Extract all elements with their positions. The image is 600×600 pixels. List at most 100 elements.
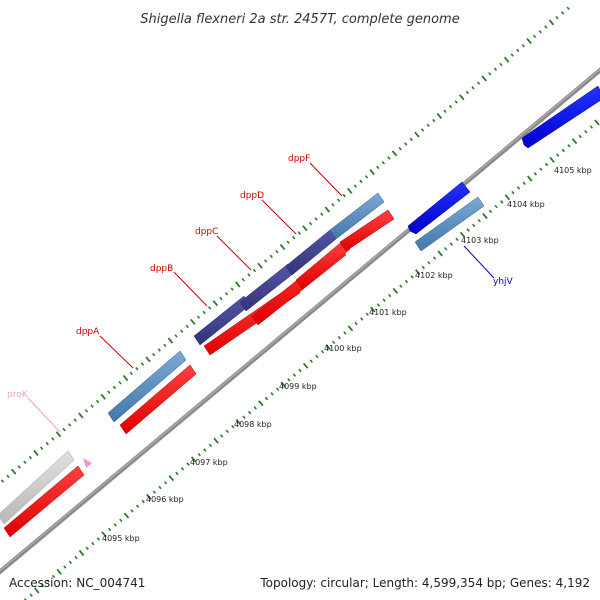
tick-mark xyxy=(320,350,325,354)
tick-mark xyxy=(231,424,235,429)
tick-mark xyxy=(40,583,45,588)
tick-mark xyxy=(17,465,21,469)
tick-mark xyxy=(175,471,179,476)
tick-mark xyxy=(391,150,398,157)
tick-mark xyxy=(257,262,263,269)
tick-mark xyxy=(135,366,139,371)
tick-mark xyxy=(302,362,309,369)
tick-mark xyxy=(499,62,503,67)
tick-mark xyxy=(521,44,526,48)
tick-mark xyxy=(55,431,62,438)
tick-mark xyxy=(488,72,492,76)
tick-mark xyxy=(324,206,331,213)
tick-mark xyxy=(212,300,219,307)
tick-mark xyxy=(298,368,302,373)
tick-mark xyxy=(163,343,167,348)
outer-tick-track xyxy=(0,6,570,483)
cds-arrow[interactable] xyxy=(3,465,85,538)
tick-mark xyxy=(472,223,476,228)
tick-mark xyxy=(197,452,201,457)
cds-arrow-blue[interactable] xyxy=(407,181,471,235)
tick-mark xyxy=(270,392,274,396)
tick-mark xyxy=(560,11,565,15)
dppC-leader xyxy=(216,235,252,271)
tick-mark xyxy=(388,293,392,298)
gene-label-dppD: dppD xyxy=(240,191,264,201)
tick-mark xyxy=(381,160,386,165)
tick-mark xyxy=(10,468,17,475)
tick-mark xyxy=(275,387,280,391)
tick-mark xyxy=(589,125,594,129)
tick-mark xyxy=(91,541,95,546)
tick-mark xyxy=(444,246,448,251)
cds-arrow-dppA[interactable] xyxy=(119,364,197,435)
tick-mark xyxy=(532,34,537,39)
tick-mark xyxy=(23,460,27,465)
cds-arrow-dppD[interactable] xyxy=(295,239,351,290)
tick-mark xyxy=(297,231,302,235)
tick-mark xyxy=(471,86,475,90)
tick-mark xyxy=(432,118,436,123)
tick-mark xyxy=(163,481,168,485)
tick-mark xyxy=(157,348,161,352)
scale-ticks: 4095 kbp 4096 kbp 4097 kbp 4098 kbp 4099… xyxy=(102,166,592,543)
tick-mark xyxy=(466,228,470,232)
tick-mark xyxy=(369,169,375,176)
tick-mark xyxy=(314,217,318,221)
tick-mark xyxy=(63,565,67,569)
tick-mark xyxy=(112,385,117,390)
tick-mark xyxy=(437,250,443,257)
tick-mark xyxy=(315,354,319,359)
tick-label-4100: 4100 kbp xyxy=(324,344,362,353)
tick-mark xyxy=(241,278,245,282)
tick-mark xyxy=(360,317,364,321)
tick-mark xyxy=(158,485,162,490)
proK-marker[interactable] xyxy=(83,458,92,468)
tick-mark xyxy=(224,292,229,296)
tick-mark xyxy=(230,287,234,291)
cds-arrow-dppF[interactable] xyxy=(339,209,395,252)
gene-label-dppF: dppF xyxy=(288,154,310,164)
tick-mark xyxy=(482,212,488,220)
tick-mark xyxy=(387,156,391,160)
tick-mark xyxy=(213,437,219,444)
tick-mark xyxy=(549,156,555,163)
tick-mark xyxy=(258,400,264,407)
tick-mark xyxy=(51,437,55,441)
gene-box-gray[interactable] xyxy=(0,450,75,525)
tick-mark xyxy=(511,190,515,195)
tick-mark xyxy=(34,587,40,594)
tick-mark xyxy=(287,378,291,382)
tick-mark xyxy=(45,441,49,446)
gene-features-outer xyxy=(0,192,385,525)
tick-mark xyxy=(382,298,386,302)
tick-mark xyxy=(347,325,354,332)
tick-mark xyxy=(247,273,251,277)
tick-mark xyxy=(56,568,62,575)
tick-mark xyxy=(168,475,174,482)
gene-box-dppF[interactable] xyxy=(329,192,385,240)
tick-mark xyxy=(459,94,465,101)
tick-mark xyxy=(167,337,174,344)
tick-mark xyxy=(503,56,510,63)
tick-mark xyxy=(186,462,190,466)
inner-tick-track xyxy=(23,119,600,600)
map-title: Shigella flexneri 2a str. 2457T, complet… xyxy=(140,12,459,27)
tick-label-4096: 4096 kbp xyxy=(146,495,184,504)
tick-mark xyxy=(331,203,335,207)
genome-backbone-highlight xyxy=(0,68,600,572)
tick-mark xyxy=(253,406,257,410)
cds-features-red xyxy=(3,209,395,538)
tick-mark xyxy=(500,200,504,204)
tick-mark xyxy=(516,186,521,190)
tick-mark xyxy=(476,81,481,85)
tick-mark xyxy=(78,549,85,557)
cds-arrow-blue-right[interactable] xyxy=(521,85,600,149)
gene-box-dppA[interactable] xyxy=(107,350,187,423)
tick-mark xyxy=(544,162,549,167)
tick-mark xyxy=(196,315,201,319)
tick-mark xyxy=(292,235,296,240)
tick-mark xyxy=(96,537,101,541)
gene-box-yhjV[interactable] xyxy=(414,196,485,252)
tick-mark xyxy=(578,134,582,139)
